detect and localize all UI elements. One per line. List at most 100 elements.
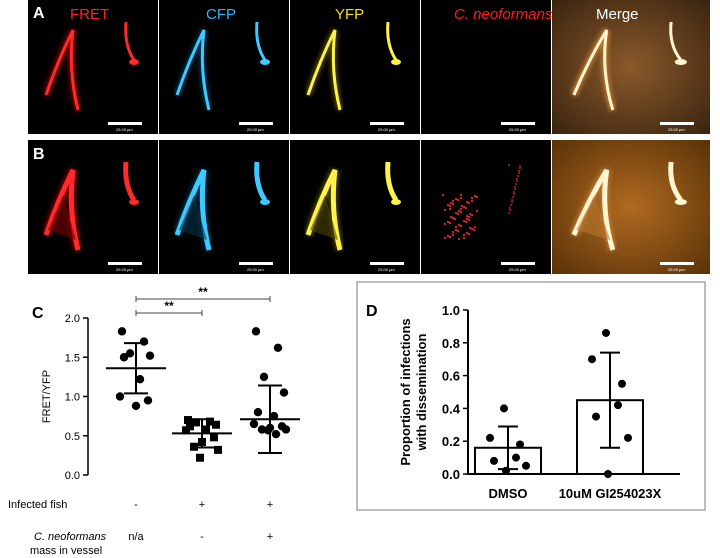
panel-b-yfp: [290, 140, 420, 274]
micrograph-merge-a: [552, 0, 710, 134]
scale-bar-label: 25.00 µm: [247, 267, 264, 272]
scale-bar-label: 25.00 µm: [116, 127, 133, 132]
chart-d-point: [500, 404, 508, 413]
scale-bar: [239, 122, 273, 125]
condition-label-line2: mass in vessel: [30, 545, 102, 557]
chart-d-category-label: DMSO: [489, 486, 528, 501]
micrograph-merge-b: [552, 140, 710, 274]
chart-c-point: [115, 392, 125, 401]
chart-d-point: [604, 470, 612, 478]
chart-d-point: [490, 456, 498, 465]
chart-c-point: [190, 442, 198, 451]
chart-c-point: [279, 388, 289, 397]
panel-a-cfp: [159, 0, 289, 134]
chart-c-tick-label: 1.5: [65, 352, 80, 364]
chart-d-tick-label: 0.2: [442, 434, 460, 449]
scale-bar-label: 25.00 µm: [668, 267, 685, 272]
chart-c-point: [125, 349, 135, 358]
scale-bar: [501, 122, 535, 125]
panel-a-yfp: [290, 0, 420, 134]
scale-bar: [370, 262, 404, 265]
scale-bar: [108, 262, 142, 265]
chart-d-tick-label: 0.4: [442, 401, 461, 416]
chart-c-point: [119, 353, 129, 362]
chart-d-point: [502, 466, 510, 475]
chart-d-point: [516, 440, 524, 449]
scale-bar: [370, 122, 404, 125]
chart-d-point: [624, 433, 632, 442]
panel-d-frame: [356, 281, 706, 511]
chart-c-point: [212, 420, 220, 429]
scale-bar: [660, 122, 694, 125]
chart-d-category-label: 10uM GI254023X: [559, 486, 662, 501]
chart-c-point: [210, 433, 218, 442]
chart-c-point: [206, 417, 214, 426]
chart-c-point: [251, 327, 261, 336]
chart-c-point: [139, 337, 149, 346]
scale-bar-label: 25.00 µm: [509, 127, 526, 132]
chart-c-point: [192, 418, 200, 427]
chart-c-point: [281, 425, 291, 434]
panel-b: [28, 140, 710, 274]
chart-c-point: [182, 426, 190, 435]
chart-c-point: [131, 401, 141, 411]
chart-d-point: [486, 433, 494, 442]
chart-c-point: [184, 416, 192, 425]
micrograph-fret-b: [41, 161, 139, 252]
scale-bar-label: 25.00 µm: [247, 127, 264, 132]
micrograph-yfp-b: [303, 161, 401, 252]
panel-a: [28, 0, 710, 134]
channel-label-fret: FRET: [70, 6, 110, 23]
scale-bar-label: 25.00 µm: [378, 267, 395, 272]
micrograph-yfp-a: [304, 21, 401, 111]
chart-d-y-label-1: Proportion of infections: [398, 318, 413, 465]
condition-value: -: [200, 531, 204, 543]
chart-d-tick-label: 0.0: [442, 467, 460, 482]
scale-bar-label: 25.00 µm: [116, 267, 133, 272]
chart-d-point: [614, 401, 622, 410]
chart-c-point: [198, 438, 206, 447]
micrograph-cneo-b: [441, 164, 521, 241]
chart-c-tick-label: 0.0: [65, 470, 80, 482]
scale-bar: [501, 262, 535, 265]
chart-d-tick-label: 1.0: [442, 303, 460, 318]
micrograph-fret-a: [42, 21, 139, 111]
significance-label: **: [164, 299, 174, 313]
chart-c-point: [263, 426, 273, 435]
chart-d-point: [602, 328, 610, 337]
scale-bar: [660, 262, 694, 265]
condition-label: Infected fish: [8, 499, 67, 511]
micrograph-cfp-a: [173, 21, 270, 111]
chart-d-tick-label: 0.8: [442, 336, 460, 351]
panel-a-fret: [28, 0, 158, 134]
panel-b-cneo: [421, 140, 551, 274]
chart-c-point: [271, 429, 281, 439]
panel-b-letter: B: [33, 146, 45, 163]
panel-c-letter: C: [32, 305, 44, 322]
scale-bar: [108, 122, 142, 125]
chart-c-point: [214, 445, 222, 454]
chart-d-point: [512, 453, 520, 462]
chart-c-point: [117, 327, 127, 336]
chart-c-point: [253, 408, 263, 417]
channel-label-cneo: C. neoformans: [454, 6, 553, 23]
chart-c-point: [143, 396, 153, 405]
channel-label-merge: Merge: [596, 6, 639, 23]
chart-c-point: [269, 411, 279, 421]
condition-value: -: [134, 499, 138, 511]
chart-c-y-label: FRET/YFP: [41, 370, 53, 423]
condition-value: n/a: [128, 531, 144, 543]
scale-bar-label: 25.00 µm: [668, 127, 685, 132]
panel-b-cfp: [159, 140, 289, 274]
panel-a-merge: [552, 0, 710, 134]
chart-c-tick-label: 1.0: [65, 392, 80, 404]
chart-c-point: [249, 419, 259, 429]
chart-d-point: [522, 461, 530, 470]
channel-label-cfp: CFP: [206, 6, 236, 23]
panel-d-letter: D: [366, 303, 378, 320]
chart-c-point: [196, 453, 204, 462]
chart-d-point: [592, 412, 600, 421]
chart-c-tick-label: 2.0: [65, 313, 80, 325]
condition-value: +: [267, 499, 273, 511]
